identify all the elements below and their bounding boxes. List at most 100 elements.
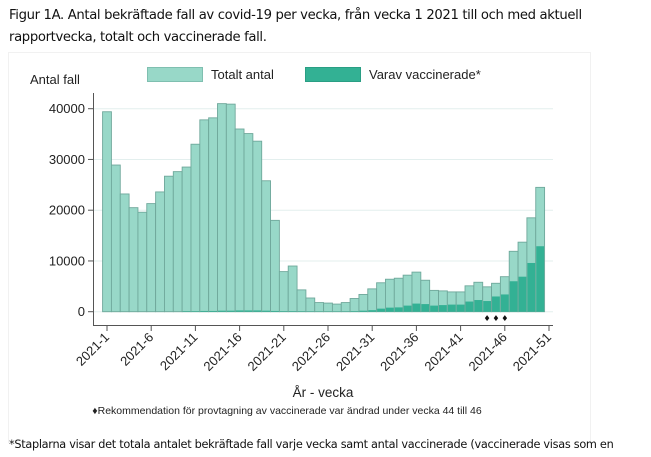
axes <box>93 93 553 326</box>
bar-vaccinated <box>359 310 368 312</box>
footnote: *Staplarna visar det totala antalet bekr… <box>9 438 614 451</box>
annotation-markers: ♦ ♦ ♦ <box>484 314 509 323</box>
bar-vaccinated <box>518 276 527 312</box>
bar-vaccinated <box>527 262 536 312</box>
x-tick-label: 2021-36 <box>377 330 421 374</box>
bar-total <box>225 103 236 313</box>
legend-swatch-total <box>147 67 203 82</box>
bar-total <box>340 302 351 313</box>
x-tick-label: 2021-6 <box>117 330 156 369</box>
bar-vaccinated <box>350 311 359 312</box>
bar-vaccinated <box>474 300 483 312</box>
x-tick-label: 2021-41 <box>421 330 465 374</box>
bar-total <box>102 111 112 313</box>
bar-total <box>331 303 342 313</box>
y-tick-label: 10000 <box>49 253 85 268</box>
bar-total <box>243 133 254 313</box>
bar-vaccinated <box>262 310 271 312</box>
bar-total <box>146 203 157 313</box>
legend-label-total: Totalt antal <box>211 67 274 82</box>
bar-vaccinated <box>394 307 403 312</box>
bar-vaccinated <box>456 304 465 312</box>
bar-total <box>349 298 360 313</box>
bar-vaccinated <box>235 310 244 312</box>
bar-vaccinated <box>500 294 509 312</box>
bar-total <box>155 191 165 313</box>
bar-total <box>278 271 289 313</box>
y-tick-label: 0 <box>78 304 85 319</box>
y-ticks: 0 10000 20000 30000 40000 <box>49 101 93 319</box>
bar-total <box>261 180 271 313</box>
bar-vaccinated <box>385 307 394 312</box>
bar-total <box>172 171 183 313</box>
figure-title: Figur 1A. Antal bekräftade fall av covid… <box>9 8 582 45</box>
bar-total <box>208 117 218 313</box>
bar-total <box>385 278 395 313</box>
legend-label-vaccinated: Varav vaccinerade* <box>369 67 481 82</box>
bar-total <box>164 175 174 313</box>
bar-total <box>376 282 386 313</box>
x-tick-label: 2021-46 <box>466 330 510 374</box>
bar-vaccinated <box>226 310 235 312</box>
bar-vaccinated <box>279 311 288 312</box>
x-tick-label: 2021-31 <box>333 330 377 374</box>
bar-vaccinated <box>244 310 253 312</box>
x-tick-label: 2021-51 <box>510 330 554 374</box>
bar-total <box>314 302 325 313</box>
bar-vaccinated <box>509 281 518 312</box>
bar-vaccinated <box>288 311 297 312</box>
annotation-marker: ♦ <box>492 314 499 323</box>
bar-vaccinated <box>253 310 262 312</box>
legend: Totalt antal Varav vaccinerade* <box>147 67 481 82</box>
bar-total <box>137 211 148 313</box>
y-tick-label: 20000 <box>49 203 85 218</box>
bar-total <box>128 207 139 313</box>
bar-total <box>323 302 333 313</box>
bar-vaccinated <box>430 305 438 312</box>
bar-vaccinated <box>412 303 421 312</box>
series-total-bars <box>102 103 546 313</box>
bar-vaccinated <box>218 310 226 312</box>
annotation-marker: ♦ <box>484 314 491 323</box>
annotation-note: ♦Rekommendation för provtagning av vacci… <box>92 405 482 417</box>
bar-total <box>252 140 263 313</box>
x-tick-label: 2021-21 <box>245 330 289 374</box>
bar-total <box>181 166 192 313</box>
bar-total <box>270 219 280 313</box>
annotation-marker: ♦ <box>501 314 508 323</box>
y-tick-label: 40000 <box>49 101 85 116</box>
bar-total <box>190 143 201 313</box>
y-axis-label: Antal fall <box>30 72 80 87</box>
bar-vaccinated <box>200 310 209 312</box>
x-ticks: 2021-1 2021-6 2021-11 2021-16 2021-21 2021-26… <box>73 325 554 374</box>
bar-vaccinated <box>403 305 412 312</box>
bar-vaccinated <box>377 308 385 312</box>
bar-vaccinated <box>182 311 191 312</box>
bar-vaccinated <box>209 310 217 312</box>
bar-vaccinated <box>439 305 447 312</box>
x-tick-label: 2021-1 <box>73 330 112 369</box>
x-tick-label: 2021-16 <box>200 330 244 374</box>
bar-total <box>305 297 316 313</box>
bar-vaccinated <box>492 296 500 312</box>
x-tick-label: 2021-11 <box>157 330 201 374</box>
bar-total <box>110 164 121 313</box>
bar-total <box>234 128 245 313</box>
bar-vaccinated <box>421 304 430 312</box>
y-tick-label: 30000 <box>49 152 85 167</box>
x-tick-label: 2021-26 <box>289 330 333 374</box>
bar-vaccinated <box>447 304 456 312</box>
bar-vaccinated <box>536 246 545 312</box>
bar-vaccinated <box>271 310 279 312</box>
bar-vaccinated <box>483 301 492 312</box>
bar-vaccinated <box>191 311 200 312</box>
x-axis-label: År - vecka <box>293 385 354 400</box>
chart-panel <box>8 52 591 443</box>
bar-total <box>217 103 227 313</box>
bar-total <box>119 193 130 313</box>
bar-total <box>367 288 378 313</box>
bar-total <box>296 289 307 313</box>
bar-vaccinated <box>368 310 377 312</box>
bar-total <box>358 293 369 313</box>
